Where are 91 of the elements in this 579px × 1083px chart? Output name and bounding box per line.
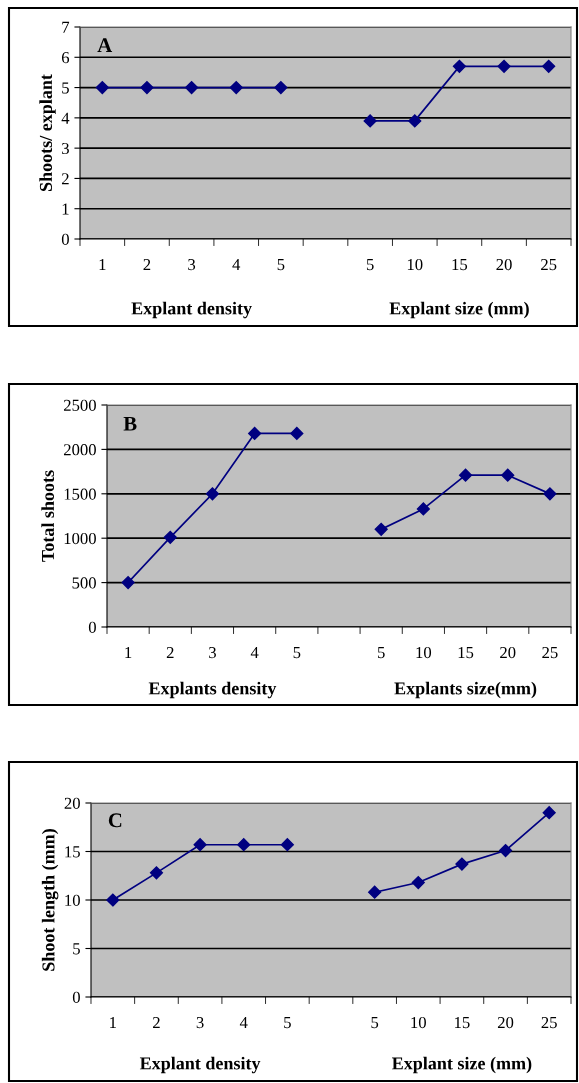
x-tick-label: 5 xyxy=(284,1017,291,1029)
x-tick-label: 3 xyxy=(209,646,216,659)
chart-title: A xyxy=(97,38,113,53)
point xyxy=(363,114,377,128)
point xyxy=(106,893,120,907)
x-tick-label: 5 xyxy=(377,647,385,659)
point xyxy=(229,80,243,95)
x-tick-label: 5 xyxy=(366,259,374,271)
x-tick-label: 3 xyxy=(196,1016,204,1029)
x-tick-label: 25 xyxy=(541,1016,557,1029)
y-tick-label: 3 xyxy=(62,142,69,155)
x-tick-label: 10 xyxy=(416,646,432,659)
point xyxy=(543,487,557,501)
point xyxy=(163,530,177,544)
text: Explant size (mm) xyxy=(389,301,529,319)
point xyxy=(458,468,473,482)
y-tick-label: 500 xyxy=(72,577,96,589)
y-tick-label: 0 xyxy=(61,233,69,245)
x-tick-label: 4 xyxy=(232,259,241,271)
point xyxy=(237,838,251,852)
y-tick-label: 2 xyxy=(61,173,69,185)
y-axis-title: Shoots/ explant xyxy=(39,74,56,191)
point xyxy=(368,885,382,899)
x-tick-label: 20 xyxy=(496,258,512,271)
point xyxy=(497,59,511,73)
y-axis-title: Shoot length (mm) xyxy=(41,829,59,971)
point xyxy=(542,59,556,73)
point xyxy=(501,468,515,482)
point xyxy=(205,487,220,501)
point xyxy=(149,866,164,880)
point xyxy=(411,875,425,890)
chart-title: B xyxy=(123,416,137,431)
text: Explants size(mm) xyxy=(394,681,537,699)
x-tick-label: 25 xyxy=(542,646,558,659)
text: Explant size (mm) xyxy=(392,1056,532,1074)
y-tick-label: 7 xyxy=(62,21,70,33)
x-tick-label: 10 xyxy=(411,1016,426,1029)
text: Explant density xyxy=(139,1056,261,1074)
x-tick-label: 2 xyxy=(166,646,174,659)
point xyxy=(95,80,109,95)
y-tick-label: 20 xyxy=(64,797,80,809)
chart-title: C xyxy=(108,813,122,828)
x-tick-label: 1 xyxy=(125,647,132,659)
x-tick-label: 20 xyxy=(497,1016,514,1029)
point xyxy=(140,80,154,95)
x-tick-label: 5 xyxy=(277,259,285,271)
y-tick-label: 0 xyxy=(88,621,96,633)
x-tick-label: 5 xyxy=(293,647,301,659)
text: Explants density xyxy=(148,681,277,699)
y-tick-label: 2000 xyxy=(63,444,96,456)
x-tick-label: 1 xyxy=(110,1017,116,1029)
y-tick-label: 5 xyxy=(62,82,69,94)
x-tick-label: 20 xyxy=(500,646,516,659)
point xyxy=(121,576,135,590)
x-tick-label: 15 xyxy=(452,259,468,271)
x-tick-label: 25 xyxy=(541,258,557,271)
y-tick-label: 1500 xyxy=(64,488,96,500)
x-tick-label: 1 xyxy=(99,259,106,271)
x-tick-label: 3 xyxy=(188,258,196,271)
y-tick-label: 15 xyxy=(65,846,80,858)
y-tick-label: 5 xyxy=(73,943,80,955)
x-tick-label: 4 xyxy=(250,647,259,659)
y-tick-label: 4 xyxy=(61,112,70,124)
point xyxy=(542,806,556,820)
y-tick-label: 1000 xyxy=(64,532,96,545)
point xyxy=(455,857,469,871)
x-tick-label: 15 xyxy=(458,647,474,659)
point xyxy=(498,843,513,858)
y-tick-label: 1 xyxy=(62,203,69,215)
y-tick-label: 0 xyxy=(72,991,80,1003)
x-tick-label: 4 xyxy=(239,1017,248,1029)
text: Explant density xyxy=(131,301,252,319)
point xyxy=(408,114,422,128)
x-tick-label: 2 xyxy=(153,1016,160,1029)
x-tick-label: 15 xyxy=(455,1017,470,1029)
point xyxy=(274,80,288,95)
y-tick-label: 2500 xyxy=(63,399,96,411)
point xyxy=(374,522,388,536)
x-tick-label: 5 xyxy=(371,1017,379,1029)
point xyxy=(290,426,304,441)
point xyxy=(193,838,207,852)
x-tick-label: 2 xyxy=(143,258,151,271)
y-axis-title: Total shoots xyxy=(41,470,55,562)
point xyxy=(452,59,466,73)
point xyxy=(416,502,430,516)
point xyxy=(185,80,199,95)
y-tick-label: 10 xyxy=(65,894,80,906)
x-tick-label: 10 xyxy=(407,258,423,271)
point xyxy=(248,426,262,441)
y-tick-label: 6 xyxy=(61,52,70,64)
point xyxy=(280,838,294,852)
